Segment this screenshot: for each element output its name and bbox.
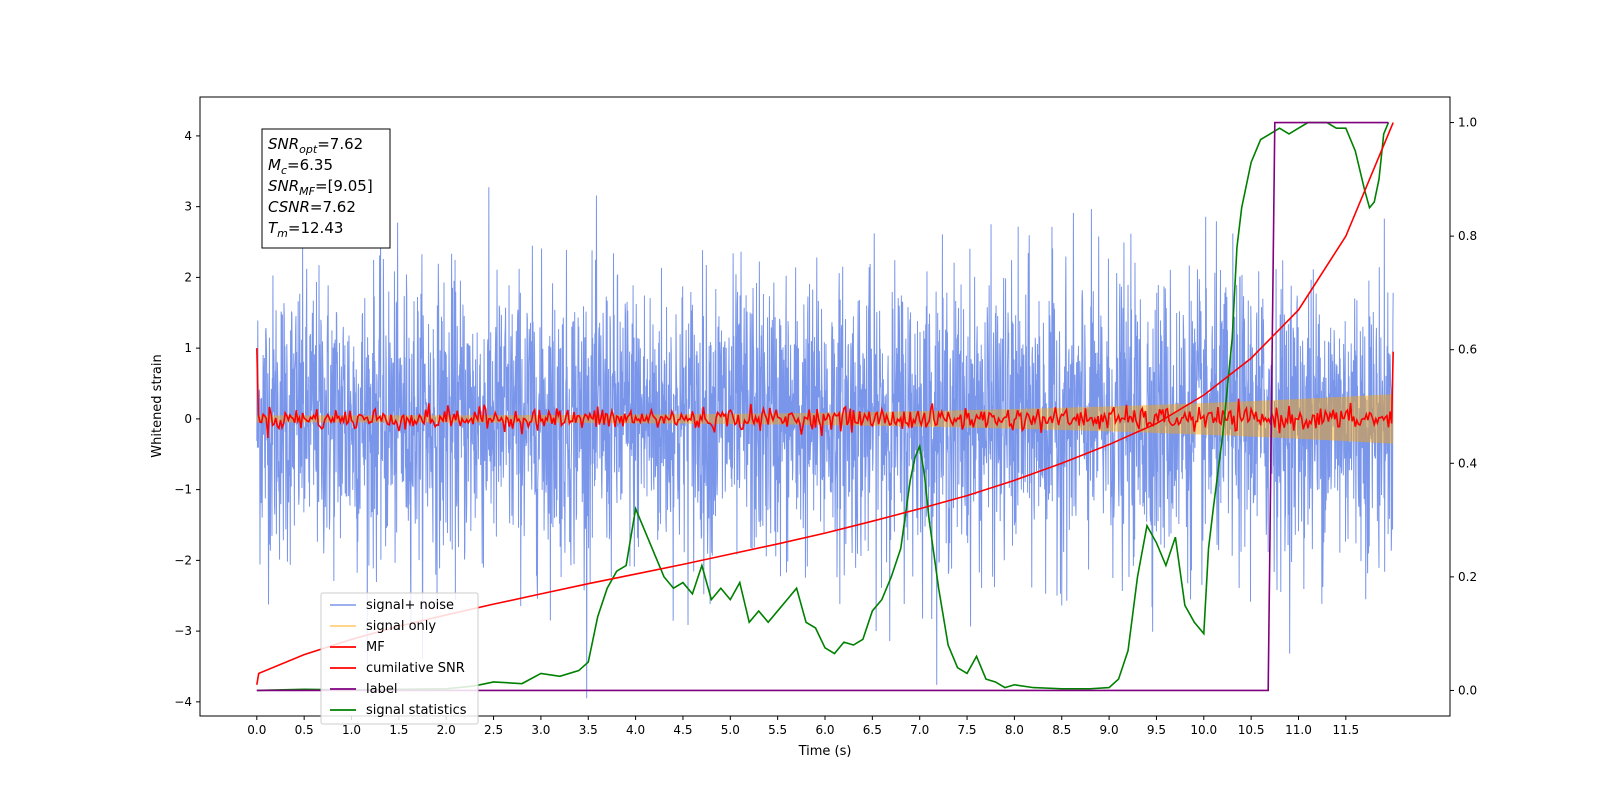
- y2-tick-label: 0.0: [1458, 683, 1477, 697]
- x-tick-label: 0.5: [295, 723, 314, 737]
- mf-line: [256, 348, 1394, 439]
- legend-label: label: [366, 682, 397, 697]
- legend: signal+ noise signal only MF cumilative SNR…: [320, 592, 479, 725]
- y2-tick-label: 0.4: [1458, 456, 1477, 470]
- y-tick-label: 3: [184, 200, 192, 214]
- label-line: [256, 121, 1389, 692]
- x-tick-label: 11.0: [1285, 723, 1312, 737]
- x-tick-label: 4.5: [673, 723, 692, 737]
- y-tick-label: −3: [174, 624, 192, 638]
- x-tick-label: 4.0: [626, 723, 645, 737]
- y-tick-label: −1: [174, 483, 192, 497]
- x-tick-label: 1.5: [389, 723, 408, 737]
- x-tick-label: 11.5: [1332, 723, 1359, 737]
- y2-tick-label: 0.2: [1458, 570, 1477, 584]
- x-tick-label: 8.5: [1052, 723, 1071, 737]
- annotation-line: Tm=12.43: [268, 219, 343, 240]
- y-tick-label: 2: [184, 270, 192, 284]
- y-tick-label: 1: [184, 341, 192, 355]
- x-tick-label: 5.0: [721, 723, 740, 737]
- signal-noise-line: [256, 187, 1394, 699]
- y-tick-label: −2: [174, 553, 192, 567]
- x-tick-label: 8.0: [1005, 723, 1024, 737]
- x-tick-label: 10.0: [1190, 723, 1217, 737]
- plot-area: [256, 121, 1394, 699]
- y-tick-label: 0: [184, 412, 192, 426]
- x-tick-label: 9.5: [1147, 723, 1166, 737]
- annotation-line: CSNR=7.62: [268, 198, 356, 216]
- x-tick-label: 7.5: [957, 723, 976, 737]
- x-tick-label: 5.5: [768, 723, 787, 737]
- x-tick-label: 3.5: [579, 723, 598, 737]
- x-tick-label: 3.0: [531, 723, 550, 737]
- x-axis-label: Time (s): [798, 744, 852, 759]
- x-tick-label: 7.0: [910, 723, 929, 737]
- y2-tick-label: 0.8: [1458, 229, 1477, 243]
- signal-statistics-line: [256, 121, 1390, 692]
- annotation-line: Mc=6.35: [268, 156, 333, 177]
- annotation-line: SNRMF=[9.05]: [268, 177, 373, 198]
- x-tick-label: 9.0: [1100, 723, 1119, 737]
- annotation-line: SNRopt=7.62: [268, 135, 363, 156]
- x-tick-label: 0.0: [247, 723, 266, 737]
- x-tick-label: 6.5: [863, 723, 882, 737]
- legend-label: MF: [366, 640, 385, 655]
- y-tick-label: −4: [174, 695, 192, 709]
- y2-axis-ticks: 1.0 0.8 0.6 0.4 0.2 0.0: [1450, 116, 1477, 697]
- legend-label: signal only: [366, 619, 436, 634]
- x-axis-ticks: 0.0 0.5 1.0 1.5 2.0 2.5 3.0 3.5 4.0 4.5 5.0 5.5 6.0 6…: [247, 716, 1359, 737]
- x-tick-label: 1.0: [342, 723, 361, 737]
- y-axis-ticks: 4 3 2 1 0 −1 −2 −3 −4: [174, 129, 200, 709]
- x-tick-label: 6.0: [815, 723, 834, 737]
- x-tick-label: 10.5: [1238, 723, 1265, 737]
- x-tick-label: 2.5: [484, 723, 503, 737]
- y2-tick-label: 1.0: [1458, 116, 1477, 130]
- x-tick-label: 2.0: [437, 723, 456, 737]
- y2-tick-label: 0.6: [1458, 343, 1477, 357]
- legend-label: cumilative SNR: [366, 661, 465, 676]
- legend-label: signal+ noise: [366, 598, 454, 613]
- legend-label: signal statistics: [366, 703, 467, 718]
- y-tick-label: 4: [184, 129, 192, 143]
- y-axis-label: Whitened strain: [150, 354, 165, 457]
